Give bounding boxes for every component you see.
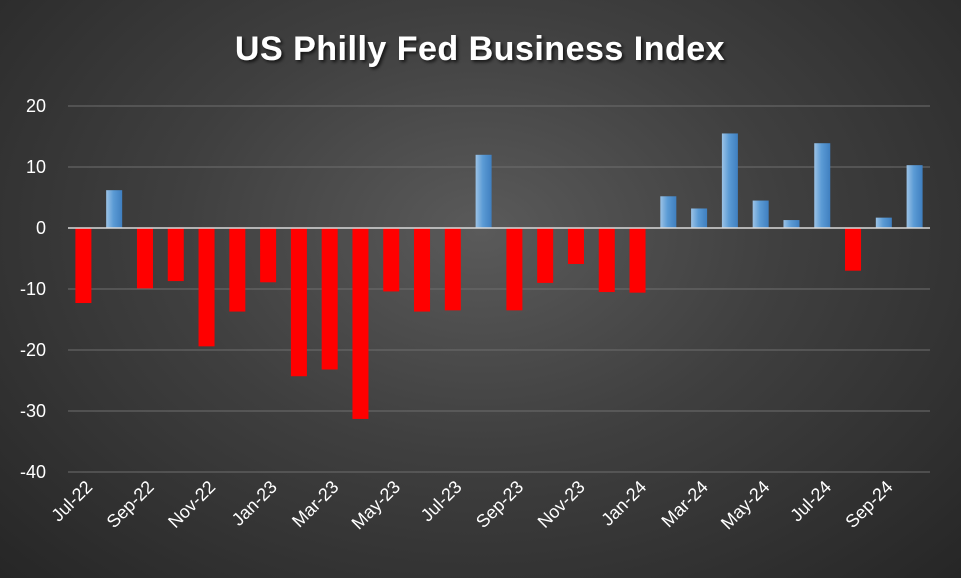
bar-apr-23 [352, 228, 369, 419]
chart-title: US Philly Fed Business Index [235, 30, 725, 68]
bar-oct-24 [906, 165, 923, 228]
bar-jun-23 [414, 228, 431, 312]
bar-mar-23 [321, 228, 338, 370]
bar-apr-24 [721, 133, 738, 228]
bar-jul-22 [75, 228, 92, 304]
bar-nov-22 [198, 228, 215, 347]
x-tick-label: Jul-24 [786, 477, 835, 526]
x-tick-label: Jul-23 [417, 477, 466, 526]
x-tick-label: Mar-23 [288, 477, 342, 531]
bar-oct-22 [167, 228, 184, 282]
bar-nov-23 [567, 228, 584, 264]
x-tick-label: Jul-22 [47, 477, 96, 526]
y-tick-label: -10 [20, 279, 46, 299]
bar-feb-23 [290, 228, 307, 377]
bar-aug-24 [845, 228, 862, 271]
y-tick-label: -40 [20, 462, 46, 482]
gridlines [68, 105, 930, 473]
x-axis-tick-labels: Jul-22 Sep-22 Nov-22 Jan-23 Mar-23 May-23 Jul-… [47, 477, 896, 534]
bar-may-23 [383, 228, 400, 292]
x-tick-label: Nov-23 [534, 477, 589, 532]
x-tick-label: Sep-23 [472, 477, 527, 532]
y-tick-label: 20 [26, 96, 46, 116]
bar-jan-23 [260, 228, 277, 283]
bar-jun-24 [783, 220, 800, 228]
bar-dec-22 [229, 228, 246, 312]
bar-oct-23 [537, 228, 554, 283]
x-tick-label: Sep-24 [841, 477, 896, 532]
bar-jul-24 [814, 143, 831, 228]
x-tick-label: Sep-22 [103, 477, 158, 532]
bar-jan-24 [629, 228, 646, 293]
bar-dec-23 [598, 228, 615, 293]
bar-sep-22 [136, 228, 153, 289]
y-tick-label: -30 [20, 401, 46, 421]
x-tick-label: Mar-24 [657, 477, 711, 531]
bar-feb-24 [660, 196, 677, 228]
bars [75, 133, 923, 419]
x-tick-label: Jan-23 [228, 477, 281, 530]
bar-aug-23 [475, 154, 492, 228]
x-tick-label: May-23 [348, 477, 405, 534]
x-tick-label: Nov-22 [164, 477, 219, 532]
x-tick-label: May-24 [717, 477, 774, 534]
bar-sep-24 [875, 217, 892, 228]
bar-mar-24 [691, 208, 708, 228]
y-axis-tick-labels: 20 10 0 -10 -20 -30 -40 [20, 96, 46, 482]
bar-sep-23 [506, 228, 523, 311]
bar-aug-22 [106, 190, 123, 228]
y-tick-label: 0 [36, 218, 46, 238]
bar-may-24 [752, 200, 769, 228]
x-tick-label: Jan-24 [597, 477, 650, 530]
y-tick-label: -20 [20, 340, 46, 360]
bar-jul-23 [444, 228, 461, 311]
y-tick-label: 10 [26, 157, 46, 177]
